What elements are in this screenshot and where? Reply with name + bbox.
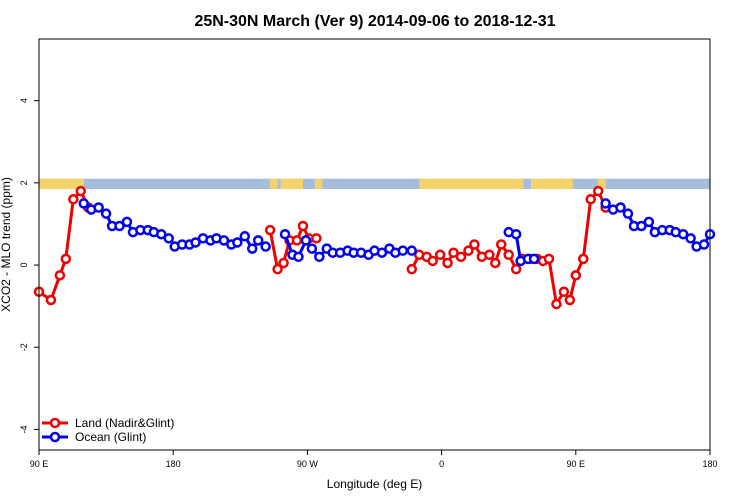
land-point	[543, 253, 555, 265]
chart-title: 25N-30N March (Ver 9) 2014-09-06 to 2018…	[194, 13, 555, 30]
land-point	[558, 286, 570, 298]
ocean-point	[260, 241, 271, 252]
land-band	[531, 178, 573, 190]
ocean-point	[252, 235, 264, 246]
ocean-point	[78, 198, 89, 209]
legend-land-label: Land (Nadir&Glint)	[75, 416, 174, 430]
land-band	[598, 178, 606, 190]
land-point	[592, 185, 604, 197]
x-tick-label: 180	[702, 459, 717, 469]
ocean-point	[100, 208, 112, 219]
ocean-point	[232, 237, 243, 248]
ocean-point	[246, 243, 258, 254]
land-point	[442, 257, 453, 269]
ocean-point	[685, 233, 696, 244]
ocean-point	[300, 235, 312, 246]
land-point	[448, 247, 459, 258]
land-band	[270, 178, 278, 190]
land-point	[278, 257, 289, 269]
axes: 90 E 180 90 W 0 90 E 180 -4 -2 0 2 4	[19, 98, 718, 469]
x-tick-label: 180	[166, 459, 181, 469]
land-point	[484, 249, 495, 261]
ocean-point	[93, 202, 104, 213]
land-point	[510, 263, 522, 275]
land-band	[39, 178, 84, 190]
x-tick-label: 90 W	[297, 459, 319, 469]
x-tick-label: 90 E	[567, 459, 586, 469]
land-point	[54, 270, 66, 281]
ocean-point	[218, 235, 230, 246]
y-axis-label: XCO2 - MLO trend (ppm)	[0, 177, 13, 312]
ocean-point	[698, 239, 710, 250]
legend-land-marker	[49, 417, 61, 429]
ocean-point	[163, 233, 174, 244]
land-point	[551, 298, 562, 310]
ocean-point	[600, 198, 611, 209]
land-point	[272, 263, 283, 275]
ocean-point	[279, 228, 291, 240]
legend-ocean-label: Ocean (Glint)	[75, 430, 146, 444]
ocean-point	[510, 228, 522, 240]
legend-ocean-marker	[49, 431, 61, 443]
ocean-point	[121, 216, 133, 228]
land-point	[455, 251, 467, 263]
ocean-point	[314, 251, 325, 263]
land-point	[469, 239, 480, 250]
land-point	[578, 253, 589, 265]
land-point	[434, 249, 446, 261]
land-band	[314, 178, 323, 190]
y-tick-label: 4	[19, 98, 29, 103]
land-point	[291, 235, 303, 246]
land-point	[45, 294, 57, 306]
land-point	[564, 294, 576, 306]
land-point	[503, 249, 514, 261]
x-axis-label: Longitude (deg E)	[327, 477, 422, 491]
ocean-point	[114, 220, 125, 232]
x-tick-label: 90 E	[30, 459, 49, 469]
land-series-line	[410, 189, 607, 306]
ocean-point	[190, 237, 201, 248]
land-point	[463, 245, 474, 256]
ocean-point	[677, 228, 689, 240]
plot-frame	[38, 38, 711, 451]
land-point	[60, 253, 72, 265]
land-point	[495, 239, 507, 250]
ocean-point	[643, 216, 655, 228]
ocean-point	[293, 251, 304, 263]
y-tick-label: -4	[19, 425, 29, 433]
land-point	[490, 257, 501, 269]
legend: Land (Nadir&Glint) Ocean (Glint)	[42, 416, 174, 444]
land-point	[75, 185, 87, 197]
ocean-point	[376, 247, 388, 258]
ocean-point	[622, 208, 634, 219]
ocean-point	[528, 253, 540, 265]
x-tick-label: 0	[439, 459, 444, 469]
y-tick-label: 2	[19, 180, 29, 185]
y-tick-label: -2	[19, 343, 29, 351]
land-band	[280, 178, 303, 190]
land-point	[585, 194, 596, 205]
land-point	[570, 270, 582, 281]
ocean-point	[156, 228, 167, 240]
land-ocean-strip	[39, 178, 710, 190]
land-band	[419, 178, 524, 190]
land-point	[427, 255, 438, 267]
land-point	[311, 233, 322, 244]
ocean-band	[39, 178, 710, 190]
ocean-point	[239, 231, 251, 242]
land-point	[264, 224, 276, 236]
land-point	[68, 194, 79, 205]
ocean-point	[397, 245, 409, 256]
y-tick-label: 0	[19, 263, 29, 268]
ocean-point	[636, 220, 647, 232]
ocean-point	[615, 202, 626, 213]
series-layer	[33, 185, 716, 310]
land-point	[297, 220, 309, 232]
land-point	[406, 263, 418, 275]
ocean-point	[406, 245, 418, 256]
ocean-point	[306, 243, 318, 254]
